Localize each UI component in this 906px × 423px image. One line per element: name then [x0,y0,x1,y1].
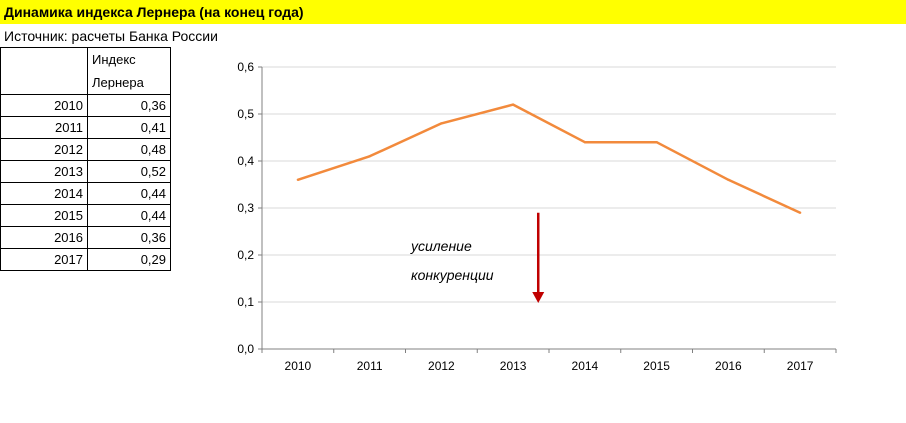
data-point [583,141,587,144]
data-point [368,155,371,158]
table-row: 2010 0,36 [0,94,171,117]
table-row: 2013 0,52 [0,160,171,183]
table-cell-value: 0,36 [87,226,171,249]
y-tick-label: 0,6 [237,60,254,74]
data-point [296,178,300,181]
y-tick-label: 0,3 [237,201,254,215]
data-table: Индекс Лернера 2010 0,36 2011 0,41 2012 0,48 2… [0,47,171,271]
source-note: Источник: расчеты Банка России [4,28,218,44]
table-cell-value: 0,48 [87,138,171,161]
table-header-year [0,47,88,95]
table-header-row: Индекс Лернера [0,47,171,95]
page-title: Динамика индекса Лернера (на конец года) [0,0,906,24]
series-line [297,103,801,214]
x-tick-label: 2016 [715,359,742,373]
y-tick-label: 0,2 [237,248,254,262]
table-cell-value: 0,44 [87,204,171,227]
table-row: 2016 0,36 [0,226,171,249]
x-tick-label: 2013 [500,359,527,373]
table-header-line1: Индекс [92,52,136,67]
data-point [727,178,730,181]
x-tick-label: 2010 [285,359,312,373]
x-tick-label: 2014 [572,359,599,373]
table-row: 2015 0,44 [0,204,171,227]
y-tick-label: 0,5 [237,107,254,121]
x-tick-label: 2011 [357,359,383,373]
data-point [511,103,515,106]
data-point [655,141,658,144]
table-cell-year: 2016 [0,226,88,249]
table-row: 2017 0,29 [0,248,171,271]
data-point [440,122,443,125]
x-tick-label: 2015 [643,359,670,373]
y-tick-label: 0,1 [237,295,254,309]
x-tick-label: 2012 [428,359,455,373]
annotation-arrowhead [532,292,545,303]
table-row: 2011 0,41 [0,116,171,139]
x-tick-label: 2017 [787,359,814,373]
table-header-line2: Лернера [92,75,144,90]
annotation-line1: усиление [410,238,472,254]
data-point [798,211,802,214]
y-tick-label: 0,0 [237,342,254,356]
table-cell-value: 0,29 [87,248,171,271]
y-tick-label: 0,4 [237,154,254,168]
table-cell-value: 0,36 [87,94,171,117]
annotation-line2: конкуренции [411,267,494,283]
table-header-index: Индекс Лернера [87,47,171,95]
table-cell-year: 2015 [0,204,88,227]
